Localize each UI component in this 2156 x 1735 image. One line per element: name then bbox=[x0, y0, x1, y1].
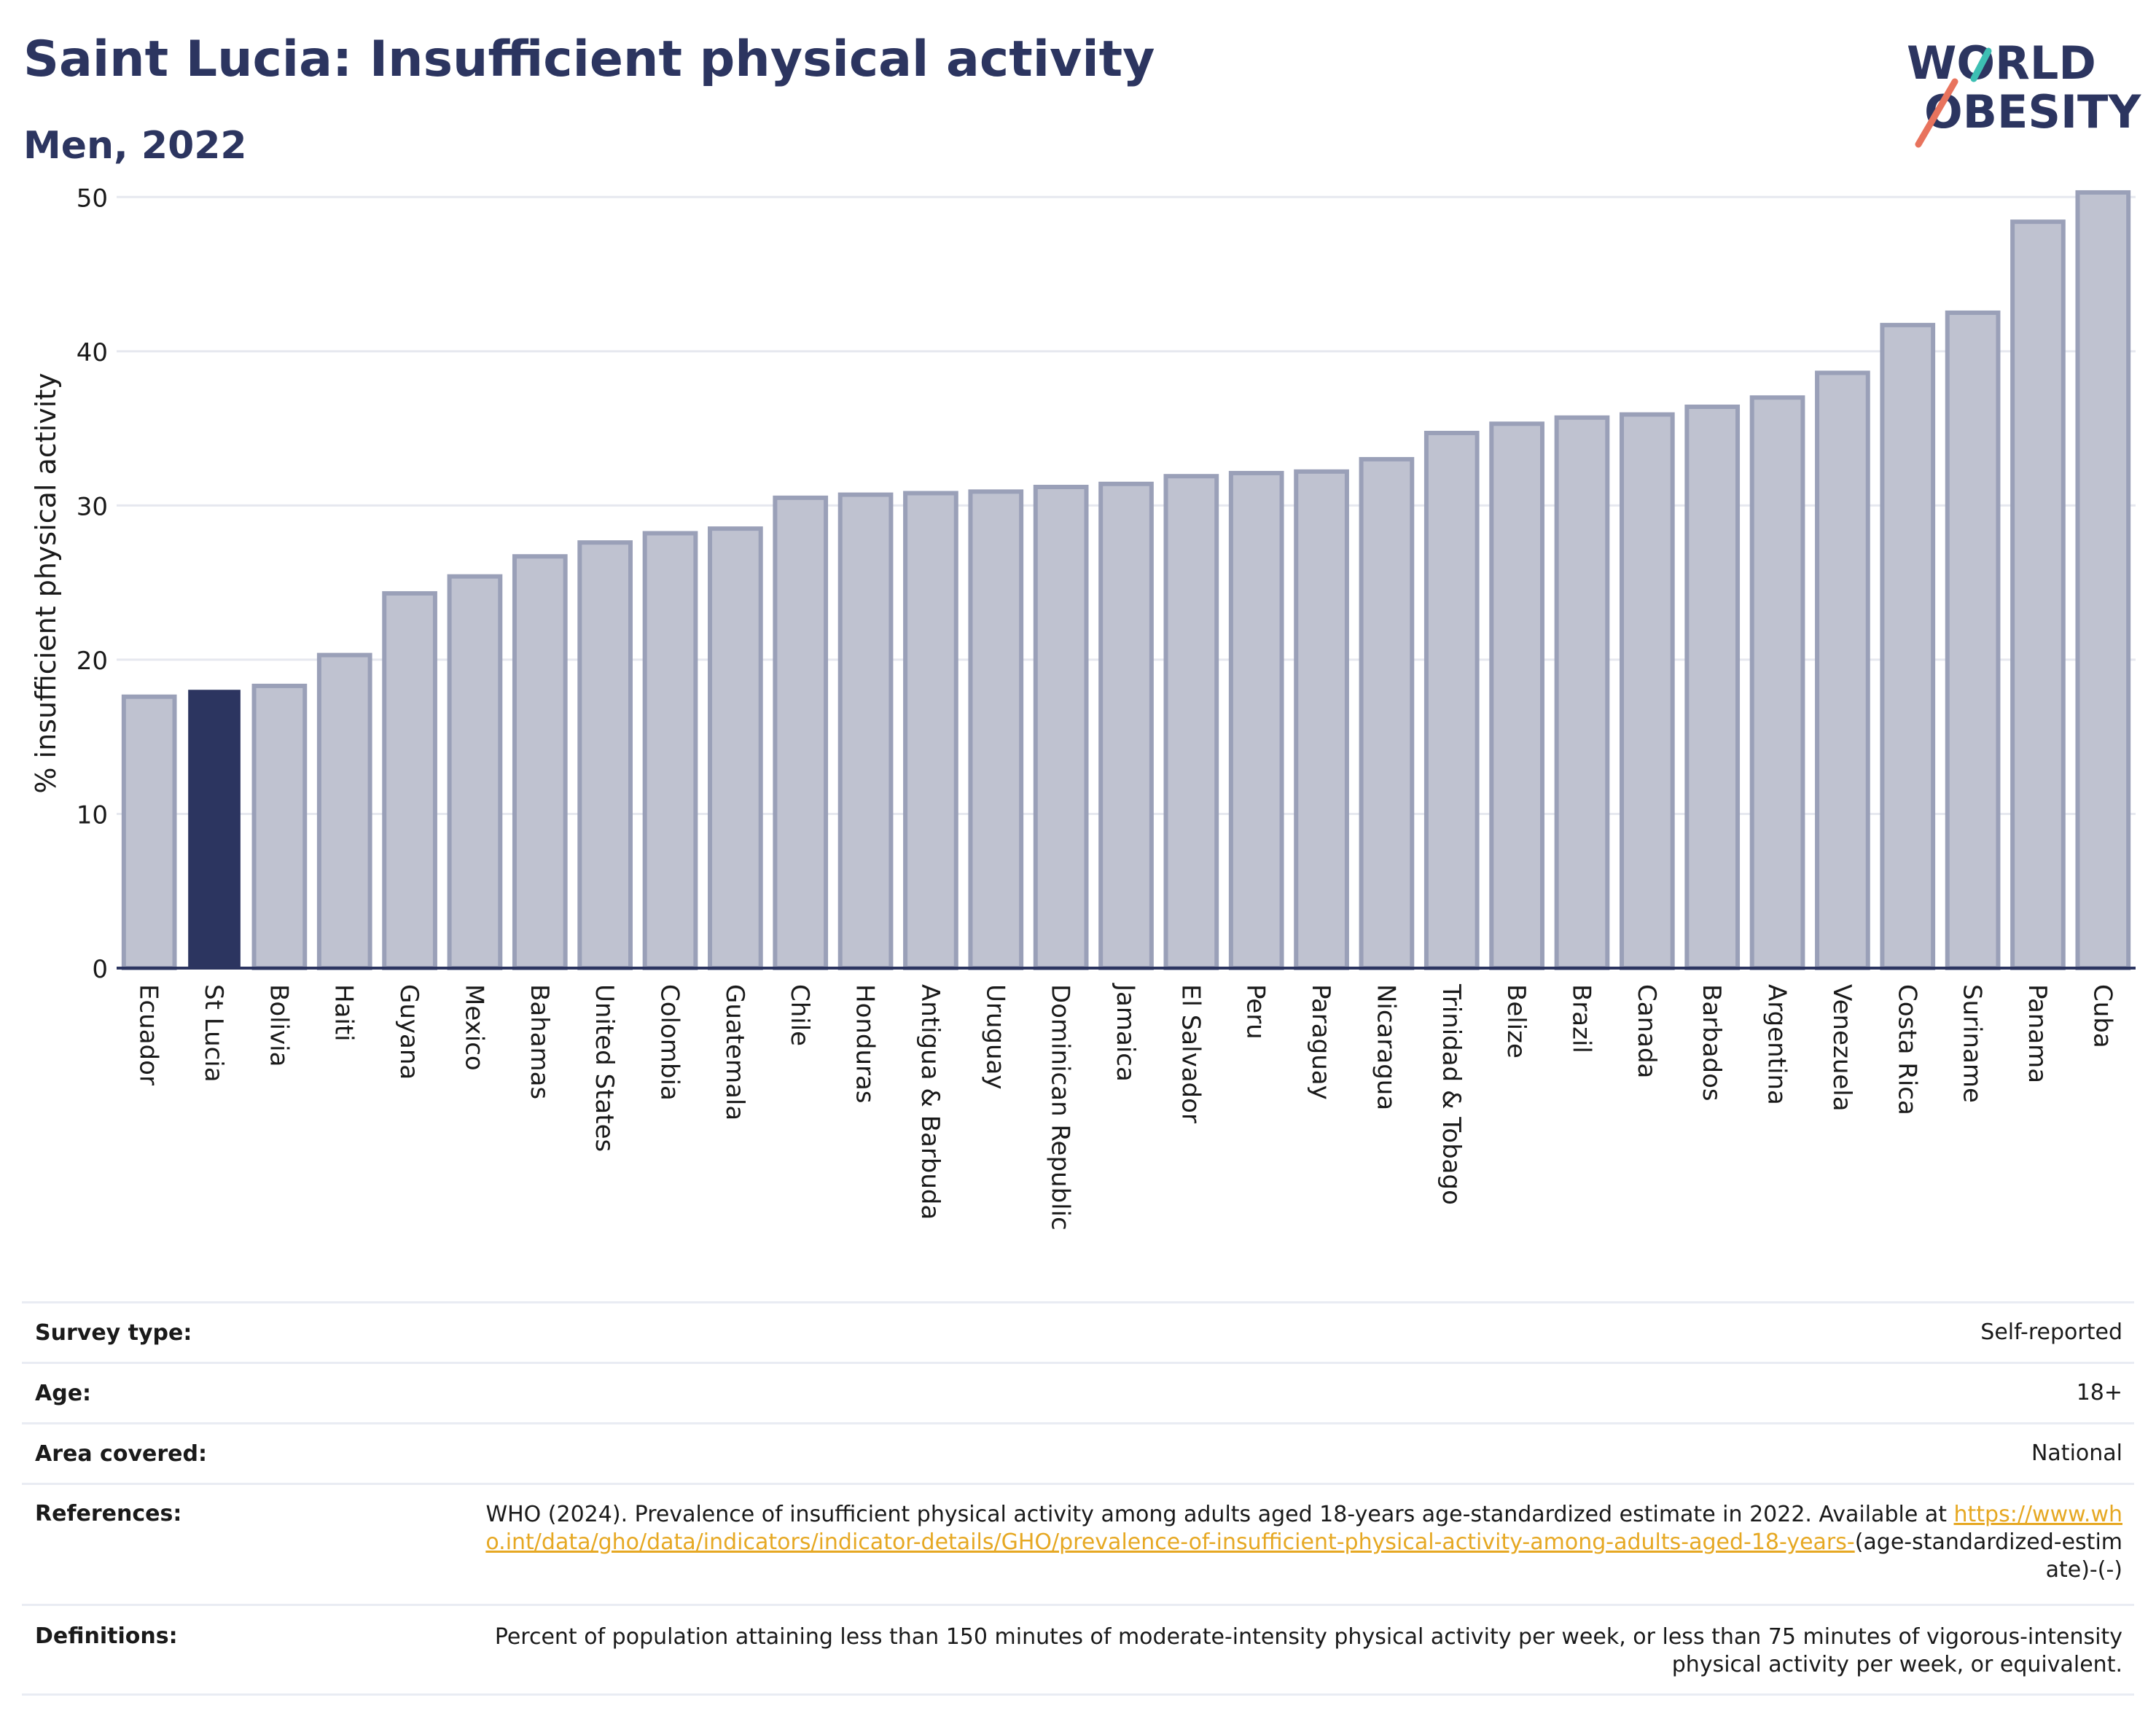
bar-barbados bbox=[1684, 405, 1741, 970]
x-tick-label: Peru bbox=[1241, 984, 1270, 1040]
meta-row-references: References: WHO (2024). Prevalence of in… bbox=[22, 1483, 2134, 1604]
x-tick-label: Honduras bbox=[851, 984, 880, 1104]
bar-argentina bbox=[1749, 395, 1805, 970]
references-text-tail: (age-standardized-estimate)-(-) bbox=[1854, 1529, 2122, 1583]
y-tick-label: 20 bbox=[77, 647, 108, 676]
meta-label: Area covered: bbox=[35, 1440, 207, 1467]
meta-row-survey-type: Survey type: Self-reported bbox=[22, 1301, 2134, 1362]
references-text: WHO (2024). Prevalence of insufficient p… bbox=[485, 1502, 1947, 1527]
logo-slash-teal bbox=[1970, 47, 1992, 82]
bar-mexico bbox=[447, 574, 503, 970]
bars-layer bbox=[121, 190, 2131, 971]
x-tick-label: Colombia bbox=[655, 984, 684, 1101]
x-tick-label: Belize bbox=[1501, 984, 1531, 1058]
metadata-table: Survey type: Self-reported Age: 18+ Area… bbox=[22, 1301, 2134, 1696]
x-tick-label: Bolivia bbox=[264, 984, 293, 1067]
bar-belize bbox=[1489, 421, 1544, 970]
x-tick-label: Ecuador bbox=[134, 984, 163, 1085]
x-tick-label: Suriname bbox=[1958, 984, 1987, 1103]
x-tick-label: Chile bbox=[785, 984, 814, 1046]
bar-chile bbox=[773, 495, 829, 970]
bar-canada bbox=[1619, 412, 1675, 970]
meta-row-area-covered: Area covered: National bbox=[22, 1422, 2134, 1483]
world-obesity-logo: WORLD OBESITY bbox=[1907, 36, 2141, 148]
x-tick-label: Trinidad & Tobago bbox=[1437, 983, 1466, 1205]
axis-layer: 0 10 20 30 40 50 Ecuador St Lucia Bolivia Haiti Gu… bbox=[77, 184, 2136, 1231]
references-value: WHO (2024). Prevalence of insufficient p… bbox=[475, 1501, 2134, 1584]
meta-label: Definitions: bbox=[35, 1623, 178, 1649]
x-tick-label: Bahamas bbox=[525, 984, 554, 1099]
meta-value: 18+ bbox=[2076, 1380, 2122, 1405]
bar-brazil bbox=[1554, 415, 1610, 970]
x-tick-label: Canada bbox=[1632, 984, 1661, 1078]
x-tick-label: Brazil bbox=[1566, 984, 1595, 1053]
x-tick-label: Dominican Republic bbox=[1046, 984, 1075, 1231]
x-tick-label: El Salvador bbox=[1176, 984, 1205, 1123]
meta-row-definitions: Definitions: Percent of population attai… bbox=[22, 1604, 2134, 1696]
bar-colombia bbox=[642, 531, 698, 970]
bar-guatemala bbox=[708, 526, 763, 970]
x-tick-label: Paraguay bbox=[1306, 984, 1335, 1100]
bar-peru bbox=[1228, 470, 1284, 970]
reference-link[interactable]: https://www.who.int/data/gho/data/indica… bbox=[485, 1502, 2122, 1555]
logo-text-obesity: OBESITY bbox=[1924, 85, 2141, 139]
y-tick-label: 50 bbox=[77, 184, 108, 213]
page-title: Saint Lucia: Insufficient physical activ… bbox=[23, 31, 1155, 88]
x-tick-label: Uruguay bbox=[980, 984, 1009, 1090]
x-tick-label: Barbados bbox=[1697, 984, 1726, 1102]
bar-el-salvador bbox=[1163, 474, 1219, 970]
bar-antigua-barbuda bbox=[903, 491, 958, 970]
bar-venezuela bbox=[1815, 370, 1870, 970]
y-tick-label: 0 bbox=[92, 955, 108, 984]
bar-bahamas bbox=[512, 554, 568, 970]
bar-guyana bbox=[382, 590, 437, 970]
bar-chart: 0 10 20 30 40 50 Ecuador St Lucia Bolivia Haiti Gu… bbox=[30, 184, 2136, 1231]
bar-st-lucia bbox=[188, 690, 241, 969]
bar-dominican-republic bbox=[1033, 485, 1089, 970]
bar-trinidad-tobago bbox=[1423, 430, 1480, 970]
meta-label: References: bbox=[35, 1501, 182, 1527]
meta-label: Age: bbox=[35, 1380, 92, 1406]
meta-value: Self-reported bbox=[1980, 1319, 2122, 1345]
bar-uruguay bbox=[968, 489, 1024, 970]
bar-honduras bbox=[837, 492, 894, 970]
bar-haiti bbox=[316, 652, 372, 970]
x-tick-label: Guyana bbox=[394, 984, 423, 1080]
bar-suriname bbox=[1945, 310, 2001, 970]
logo-slash-coral bbox=[1915, 78, 1958, 148]
meta-value: National bbox=[2031, 1440, 2122, 1466]
x-tick-label: Costa Rica bbox=[1892, 984, 1921, 1115]
x-tick-label: St Lucia bbox=[199, 984, 228, 1083]
bar-bolivia bbox=[251, 683, 308, 971]
meta-value: Percent of population attaining less tha… bbox=[494, 1624, 2122, 1677]
y-axis-label: % insufficient physical activity bbox=[30, 373, 62, 793]
x-tick-label: Cuba bbox=[2087, 984, 2117, 1048]
bar-united-states bbox=[577, 540, 633, 970]
bar-jamaica bbox=[1098, 481, 1154, 970]
bar-nicaragua bbox=[1359, 456, 1415, 970]
meta-label: Survey type: bbox=[35, 1319, 192, 1346]
x-tick-label: Panama bbox=[2023, 984, 2052, 1083]
bar-panama bbox=[2010, 219, 2066, 970]
page-subtitle: Men, 2022 bbox=[23, 124, 247, 168]
y-tick-label: 30 bbox=[77, 492, 108, 521]
x-tick-label: Argentina bbox=[1762, 984, 1792, 1105]
x-tick-label: Haiti bbox=[329, 984, 359, 1042]
bar-cuba bbox=[2075, 190, 2131, 970]
bar-costa-rica bbox=[1880, 322, 1936, 970]
x-tick-label: Mexico bbox=[459, 984, 488, 1071]
y-tick-label: 10 bbox=[77, 800, 108, 830]
meta-row-age: Age: 18+ bbox=[22, 1362, 2134, 1422]
bar-paraguay bbox=[1294, 469, 1349, 970]
x-tick-label: Guatemala bbox=[720, 984, 749, 1120]
x-tick-label: Jamaica bbox=[1111, 983, 1140, 1082]
x-tick-label: Venezuela bbox=[1827, 984, 1856, 1112]
y-tick-label: 40 bbox=[77, 338, 108, 367]
x-tick-label: Antigua & Barbuda bbox=[915, 984, 945, 1220]
logo-text-world: WORLD bbox=[1907, 36, 2096, 90]
bar-ecuador bbox=[121, 694, 177, 970]
x-tick-label: Nicaragua bbox=[1371, 984, 1400, 1110]
x-tick-label: United States bbox=[590, 984, 619, 1152]
